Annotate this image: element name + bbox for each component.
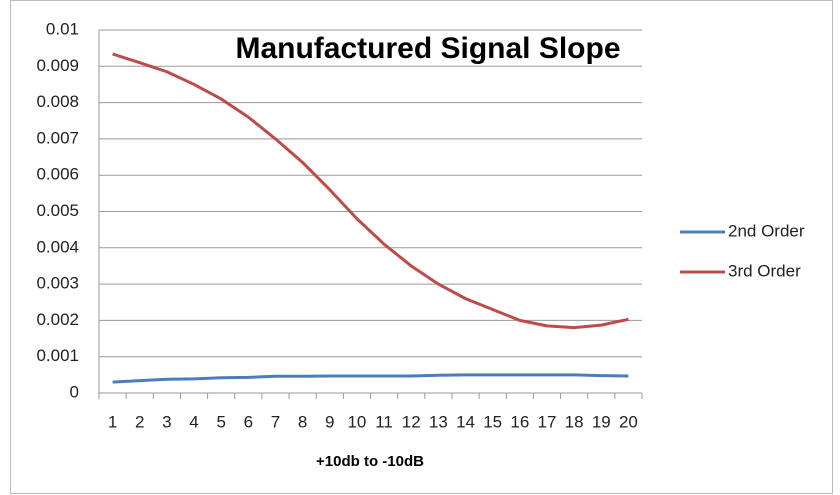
x-tick-label: 18 xyxy=(565,412,584,431)
series-line xyxy=(112,52,629,330)
x-tick-label: 6 xyxy=(244,412,253,431)
y-tick-label: 0.009 xyxy=(36,56,79,75)
x-axis-label: +10db to -10dB xyxy=(316,453,424,470)
x-tick-label: 1 xyxy=(108,412,117,431)
x-tick-label: 12 xyxy=(402,412,421,431)
x-tick-label: 19 xyxy=(592,412,611,431)
x-tick-label: 9 xyxy=(325,412,334,431)
x-tick-label: 16 xyxy=(510,412,529,431)
y-tick-label: 0.005 xyxy=(36,201,79,220)
x-tick-label: 11 xyxy=(375,412,393,431)
x-tick-label: 15 xyxy=(483,412,502,431)
legend-label: 2nd Order xyxy=(728,221,805,240)
x-tick-label: 7 xyxy=(271,412,280,431)
x-tick-label: 5 xyxy=(216,412,225,431)
chart-title: Manufactured Signal Slope xyxy=(235,32,620,65)
x-tick-label: 8 xyxy=(298,412,307,431)
series-line xyxy=(112,373,629,384)
y-tick-label: 0.003 xyxy=(36,274,79,293)
y-tick-label: 0.01 xyxy=(46,19,79,38)
x-tick-label: 3 xyxy=(162,412,171,431)
y-tick-label: 0.008 xyxy=(36,92,79,111)
x-tick-label: 13 xyxy=(429,412,448,431)
chart-frame xyxy=(10,0,833,494)
y-tick-label: 0.001 xyxy=(36,346,79,365)
x-tick-label: 20 xyxy=(619,412,638,431)
y-tick-label: 0.004 xyxy=(36,237,79,256)
x-tick-label: 2 xyxy=(135,412,144,431)
y-tick-label: 0.006 xyxy=(36,165,79,184)
x-tick-label: 4 xyxy=(189,412,198,431)
y-tick-label: 0.007 xyxy=(36,128,79,147)
y-tick-label: 0 xyxy=(70,382,79,401)
y-tick-label: 0.002 xyxy=(36,310,79,329)
legend-label: 3rd Order xyxy=(728,261,801,280)
x-tick-label: 14 xyxy=(456,412,475,431)
x-tick-label: 10 xyxy=(347,412,366,431)
x-tick-label: 17 xyxy=(538,412,557,431)
